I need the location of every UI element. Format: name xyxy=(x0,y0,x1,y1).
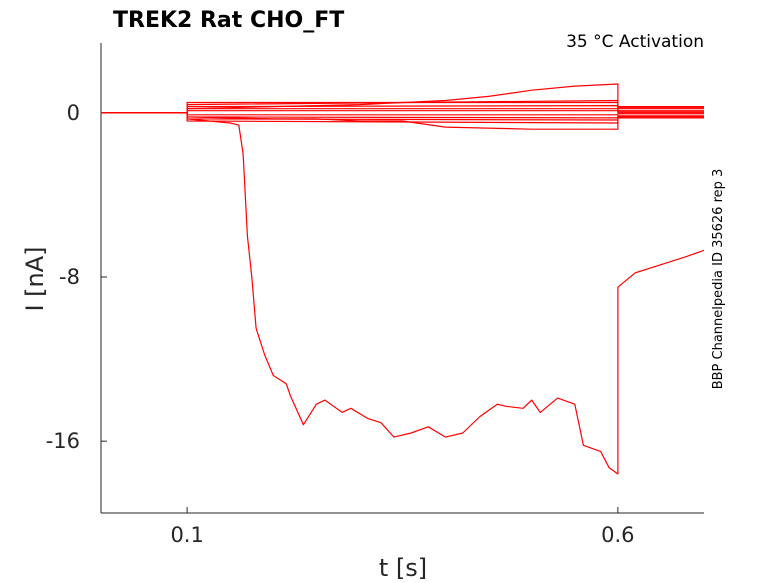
series-lines xyxy=(101,83,705,475)
y-axis-label: I [nA] xyxy=(21,246,49,311)
x-tick-label: 0.6 xyxy=(601,523,634,547)
chart-title: TREK2 Rat CHO_FT xyxy=(113,8,344,33)
current-trace-6 xyxy=(101,112,704,116)
y-tick-label: -8 xyxy=(59,265,80,289)
y-tick-label: -16 xyxy=(46,429,80,453)
current-trace-12 xyxy=(101,112,705,475)
x-axis-label: t [s] xyxy=(379,554,427,582)
tick-labels: 0.1 0.6 0 -8 -16 xyxy=(46,101,635,547)
x-tick-label: 0.1 xyxy=(170,523,203,547)
current-trace-5 xyxy=(101,110,704,114)
source-label: BBP Channelpedia ID 35626 rep 3 xyxy=(711,169,726,390)
temperature-annotation: 35 °C Activation xyxy=(566,32,704,52)
current-trace-10 xyxy=(101,83,704,114)
y-tick-label: 0 xyxy=(67,101,80,125)
axes xyxy=(100,43,704,514)
